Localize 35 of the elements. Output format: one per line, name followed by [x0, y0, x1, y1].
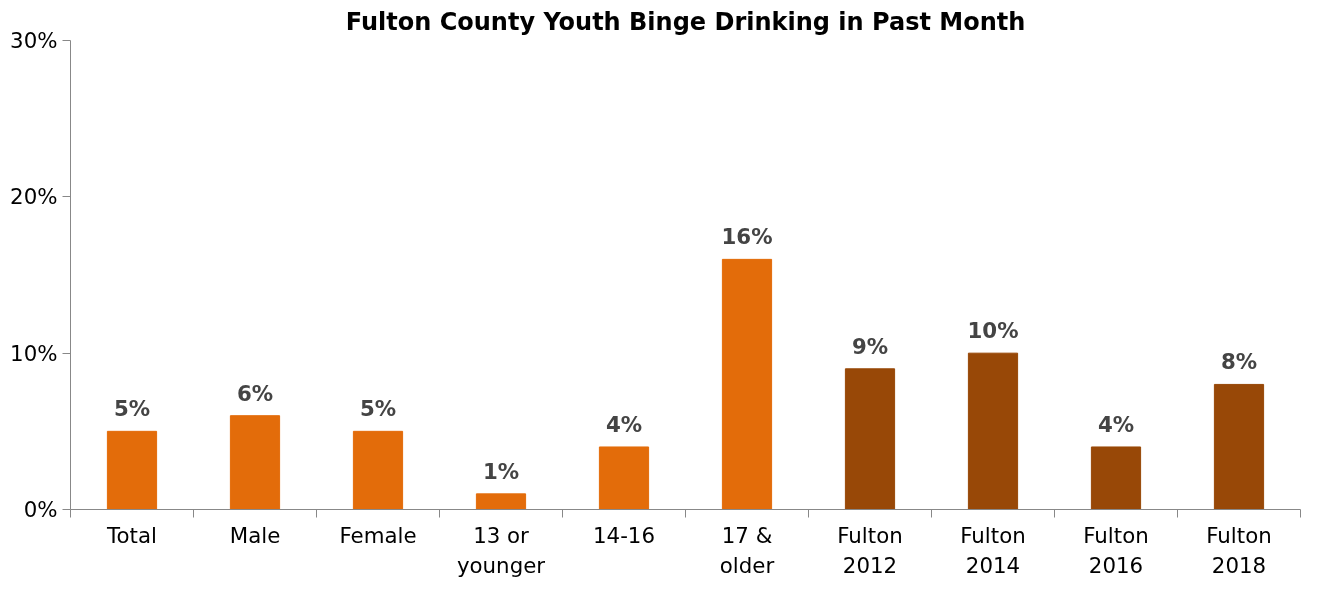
x-tick-label: Female: [339, 522, 417, 548]
bar: [598, 446, 650, 510]
x-tick-label: 13 or younger: [456, 522, 546, 578]
x-tick-label: Fulton 2014: [960, 522, 1026, 578]
data-label: 5%: [113, 396, 151, 422]
data-label: 4%: [1097, 411, 1135, 437]
data-label: 9%: [851, 333, 889, 359]
data-label: 1%: [482, 458, 520, 484]
x-tick-label: 17 & older: [719, 522, 775, 578]
x-tick-label: Fulton 2016: [1083, 522, 1149, 578]
bar: [967, 352, 1019, 510]
bar: [1090, 446, 1142, 510]
x-tick-label: Total: [106, 522, 157, 548]
data-label: 16%: [721, 224, 773, 250]
chart-title: Fulton County Youth Binge Drinking in Past Month: [345, 7, 1026, 36]
x-tick-label: Fulton 2018: [1206, 522, 1272, 578]
data-label: 8%: [1220, 349, 1258, 375]
bar: [844, 368, 896, 510]
bar: [229, 415, 281, 510]
data-label: 6%: [236, 380, 274, 406]
data-label: 5%: [359, 396, 397, 422]
bar: [475, 493, 527, 510]
x-tick-label: 14-16: [593, 522, 655, 548]
x-tick-label: Male: [229, 522, 281, 548]
y-tick-label: 0%: [23, 497, 58, 522]
x-tick-label: Fulton 2012: [837, 522, 903, 578]
y-tick-label: 10%: [10, 340, 58, 366]
data-label: 10%: [967, 318, 1019, 344]
bar: [721, 258, 773, 510]
bar: [352, 430, 404, 510]
y-tick-label: 30%: [10, 28, 58, 53]
y-tick-label: 20%: [10, 184, 58, 210]
bar: [1213, 383, 1265, 510]
bar: [106, 430, 158, 510]
data-label: 4%: [605, 411, 643, 437]
